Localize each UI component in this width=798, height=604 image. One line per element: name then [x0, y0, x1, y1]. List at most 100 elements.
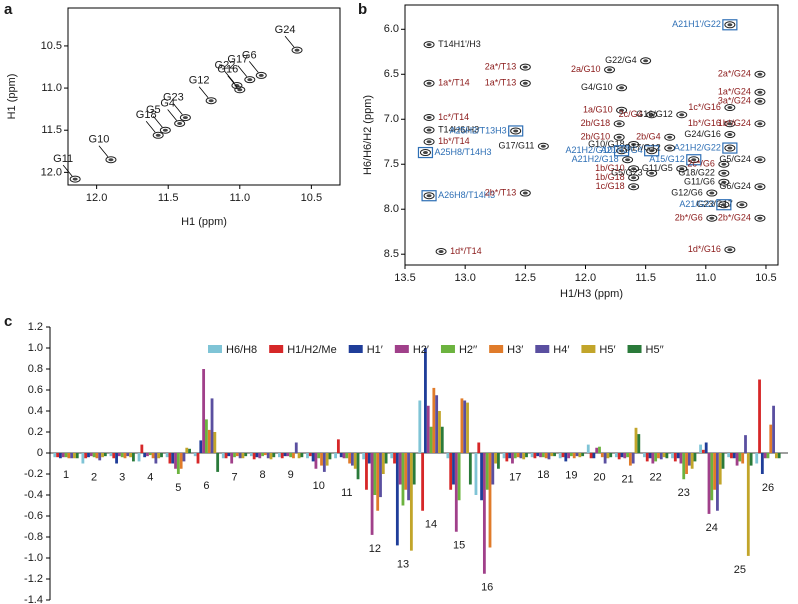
bar	[314, 453, 318, 469]
bar	[746, 453, 750, 556]
peak-core	[625, 158, 631, 162]
y-tick-label: 7.5	[384, 158, 399, 170]
peak-label: A21H2/G18	[572, 154, 619, 164]
peak-core	[757, 122, 763, 126]
bar	[87, 453, 90, 458]
peak	[423, 138, 435, 146]
peak	[706, 189, 718, 197]
bar	[328, 453, 332, 460]
bar	[561, 453, 565, 458]
bar	[409, 453, 413, 551]
bar	[637, 434, 641, 453]
peak-core	[691, 158, 697, 162]
peak-core	[721, 180, 727, 184]
x-tick-label: 1	[63, 469, 69, 481]
leader-line	[145, 121, 156, 133]
bar	[550, 453, 554, 457]
bar	[165, 453, 169, 458]
peak-core	[426, 140, 432, 144]
bar	[244, 453, 248, 457]
peak	[718, 160, 730, 168]
legend-swatch	[535, 345, 550, 353]
peak-label: G12/G6	[671, 187, 703, 197]
peak	[754, 183, 766, 191]
bar	[474, 453, 478, 495]
legend-swatch	[269, 345, 284, 353]
x-tick-label: 5	[175, 482, 181, 494]
bar	[117, 453, 121, 457]
x-tick-label: 11.5	[158, 192, 179, 204]
bar	[713, 453, 717, 490]
bar	[482, 453, 486, 574]
bar	[676, 453, 680, 459]
peak-label: 2b/G10	[581, 132, 611, 142]
bar	[657, 453, 660, 459]
bar	[336, 439, 340, 453]
peak-core	[294, 48, 300, 52]
bar	[398, 453, 402, 485]
peak	[724, 131, 736, 139]
x-tick-label: 11	[341, 487, 352, 499]
peak-label: G24/G16	[684, 129, 721, 139]
peak-core	[616, 122, 622, 126]
peak	[231, 82, 243, 90]
x-tick-label: 10	[313, 480, 325, 492]
peak-core	[727, 122, 733, 126]
bar	[654, 453, 658, 462]
bar	[424, 348, 427, 453]
peak-core	[721, 203, 727, 207]
peak-label: G11	[53, 153, 73, 165]
bar	[564, 453, 568, 462]
x-tick-label: 11.0	[696, 272, 717, 284]
bar	[429, 426, 433, 453]
x-tick-label: 26	[762, 482, 774, 494]
peak-label: 2b*/G24	[718, 213, 751, 223]
peak-label: G23/G17	[696, 199, 733, 209]
peak-core	[108, 158, 114, 162]
x-tick-label: 18	[537, 469, 549, 481]
bar	[758, 379, 761, 453]
bar	[763, 453, 767, 459]
bar	[174, 453, 177, 469]
bar	[741, 453, 745, 464]
bar	[586, 444, 590, 453]
peak-core	[631, 185, 637, 189]
x-tick-label: 16	[481, 582, 493, 594]
bar	[488, 453, 492, 548]
peak	[105, 156, 117, 164]
bar	[179, 453, 183, 469]
peak-label: G12	[189, 75, 210, 87]
bar	[623, 453, 627, 459]
bar	[56, 453, 60, 458]
peak-label: G16/G12	[636, 109, 673, 119]
x-tick-label: 11.0	[229, 192, 250, 204]
bar	[435, 395, 439, 453]
bar	[75, 453, 79, 459]
peak-core	[649, 171, 655, 175]
bar	[645, 453, 649, 462]
peak-core	[619, 149, 625, 153]
peak	[205, 97, 217, 105]
peak-core	[237, 88, 243, 92]
bar	[457, 453, 461, 501]
plot-frame	[404, 4, 779, 266]
peak	[724, 120, 736, 128]
bar	[693, 453, 697, 462]
bar	[132, 453, 135, 462]
peak-label: 2b*/G6	[675, 213, 703, 223]
y-tick-label: 7.0	[384, 113, 399, 125]
peak-label: G6	[242, 49, 257, 61]
bar	[182, 453, 186, 462]
bar	[494, 453, 498, 464]
peak	[640, 57, 652, 65]
legend-label: H6/H8	[226, 344, 257, 356]
bar	[553, 453, 556, 457]
peak-box	[722, 19, 738, 31]
y-tick-label: 10.5	[41, 40, 62, 52]
bar	[205, 419, 208, 453]
peak-core	[426, 43, 432, 47]
peak-core	[616, 135, 622, 139]
y-tick-label: 1.0	[28, 342, 43, 354]
bar	[685, 453, 688, 474]
